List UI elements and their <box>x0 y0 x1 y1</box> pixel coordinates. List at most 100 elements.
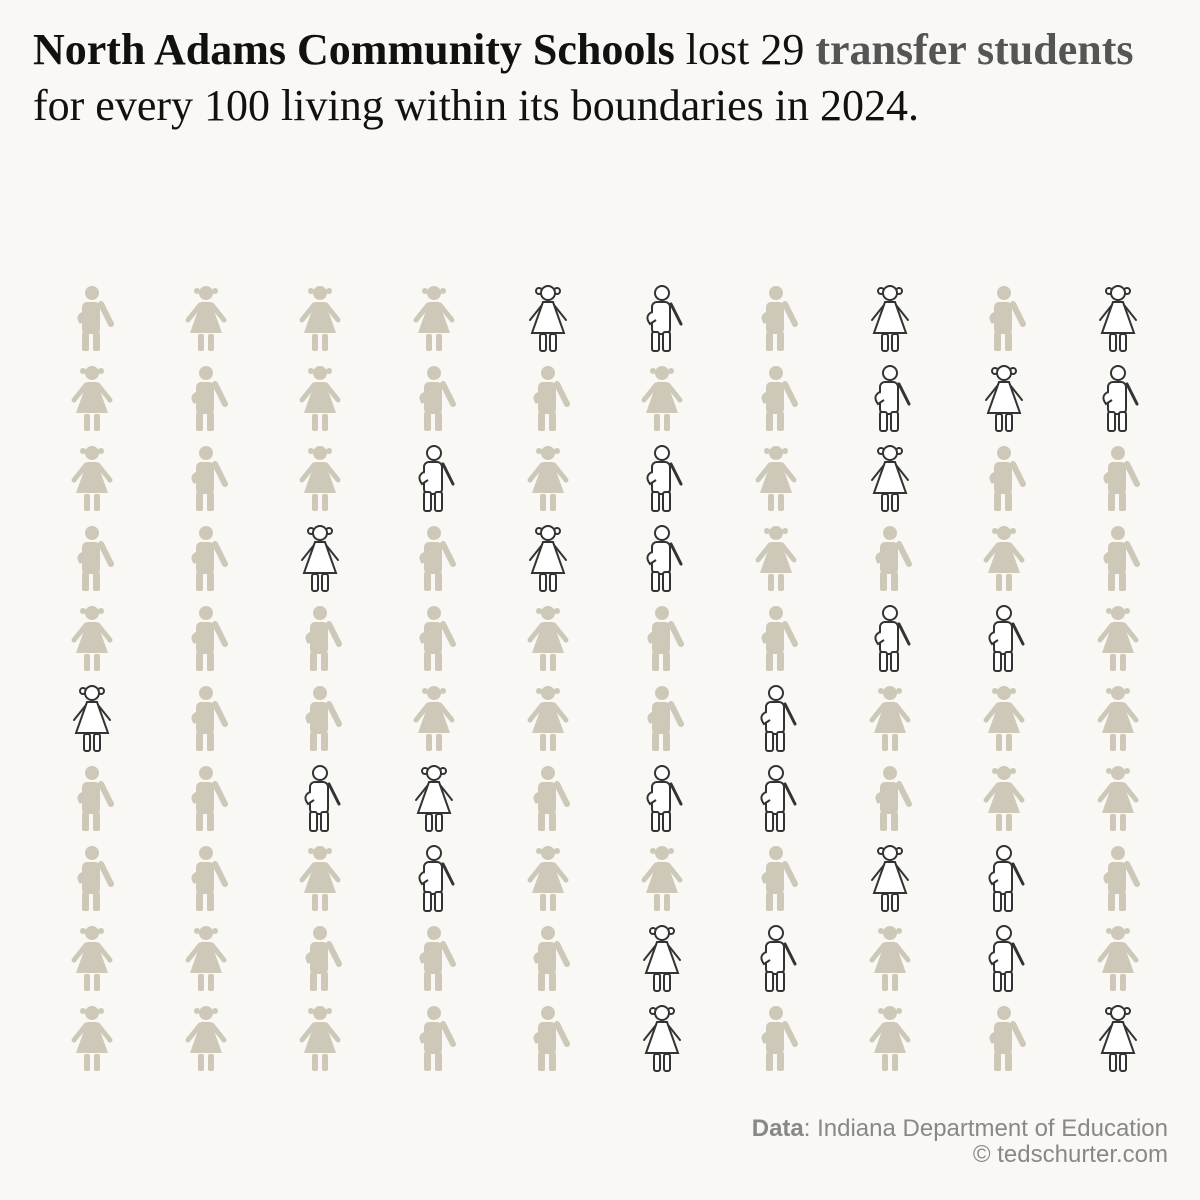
icon-part <box>322 334 328 351</box>
icon-part <box>190 302 222 333</box>
icon-part <box>426 765 442 781</box>
icon-part <box>93 332 100 351</box>
icon-part <box>647 632 656 644</box>
icon-part <box>326 368 332 374</box>
icon-part <box>212 1008 218 1014</box>
icon-part <box>207 572 214 591</box>
icon-part <box>441 462 455 486</box>
icon-part <box>1110 285 1126 301</box>
icon-part <box>874 391 885 406</box>
source: Data: Indiana Department of Education <box>752 1116 1168 1142</box>
icon-part <box>1108 892 1115 911</box>
boy-icon <box>1103 446 1140 511</box>
icon-part <box>196 892 203 911</box>
icon-part <box>890 411 899 432</box>
icon-part <box>539 573 547 592</box>
icon-part <box>879 651 888 672</box>
icon-part <box>199 446 213 460</box>
title-segment: lost 29 <box>674 25 816 74</box>
icon-part <box>194 928 200 934</box>
credit: © tedschurter.com <box>972 1141 1168 1168</box>
icon-part <box>1006 734 1012 751</box>
icon-part <box>533 952 542 964</box>
icon-part <box>992 688 998 694</box>
icon-part <box>1100 301 1136 334</box>
icon-part <box>95 1022 113 1043</box>
icon-part <box>777 1052 784 1071</box>
icon-part <box>872 861 908 894</box>
icon-part <box>308 288 314 294</box>
icon-part <box>435 972 442 991</box>
icon-part <box>651 331 660 352</box>
icon-part <box>869 942 887 963</box>
icon-part <box>883 526 897 540</box>
icon-part <box>769 286 783 300</box>
icon-part <box>1121 702 1139 723</box>
icon-part <box>82 302 100 334</box>
icon-part <box>82 892 89 911</box>
icon-part <box>313 446 327 460</box>
icon-part <box>994 302 1012 334</box>
icon-part <box>313 366 327 380</box>
icon-part <box>1097 942 1115 963</box>
icon-part <box>654 765 670 781</box>
icon-part <box>1121 942 1139 963</box>
icon-part <box>655 366 669 380</box>
icon-part <box>82 782 100 814</box>
icon-part <box>1010 461 1026 487</box>
girl-icon <box>301 525 339 592</box>
icon-part <box>98 541 114 567</box>
icon-part <box>71 942 89 963</box>
icon-part <box>425 813 433 832</box>
icon-part <box>538 1022 556 1054</box>
icon-part <box>1111 446 1125 460</box>
boy-icon <box>77 286 114 351</box>
icon-part <box>419 952 428 964</box>
boy-icon <box>760 685 797 752</box>
icon-part <box>1103 472 1112 484</box>
icon-part <box>539 333 547 352</box>
icon-part <box>312 765 328 781</box>
icon-part <box>321 652 328 671</box>
icon-part <box>880 812 887 831</box>
icon-part <box>896 688 902 694</box>
icon-part <box>313 1006 327 1020</box>
icon-part <box>891 572 898 591</box>
icon-part <box>766 862 784 894</box>
icon-part <box>84 494 90 511</box>
icon-part <box>94 1054 100 1071</box>
icon-part <box>413 302 431 323</box>
icon-part <box>98 608 104 614</box>
icon-part <box>1004 651 1013 672</box>
icon-part <box>1006 574 1012 591</box>
icon-part <box>874 702 906 733</box>
icon-part <box>1102 782 1134 813</box>
icon-part <box>1119 333 1127 352</box>
icon-part <box>323 1022 341 1043</box>
icon-part <box>308 448 314 454</box>
boy-icon <box>305 926 342 991</box>
icon-part <box>320 811 329 832</box>
icon-part <box>1108 542 1126 574</box>
icon-part <box>427 926 441 940</box>
source-label: Data <box>751 1115 804 1142</box>
icon-part <box>312 414 318 431</box>
girl-icon <box>641 366 683 431</box>
boy-icon <box>874 365 911 432</box>
icon-part <box>1110 734 1116 751</box>
icon-part <box>550 654 556 671</box>
icon-part <box>1097 702 1115 723</box>
girl-icon <box>299 446 341 511</box>
icon-part <box>541 1006 555 1020</box>
boy-icon <box>1103 526 1140 591</box>
icon-part <box>996 605 1012 621</box>
icon-part <box>1109 333 1117 352</box>
icon-part <box>897 622 911 646</box>
icon-part <box>650 848 656 854</box>
icon-part <box>1120 734 1126 751</box>
icon-part <box>419 552 428 564</box>
icon-part <box>423 491 432 512</box>
icon-part <box>95 462 113 483</box>
icon-part <box>896 928 902 934</box>
